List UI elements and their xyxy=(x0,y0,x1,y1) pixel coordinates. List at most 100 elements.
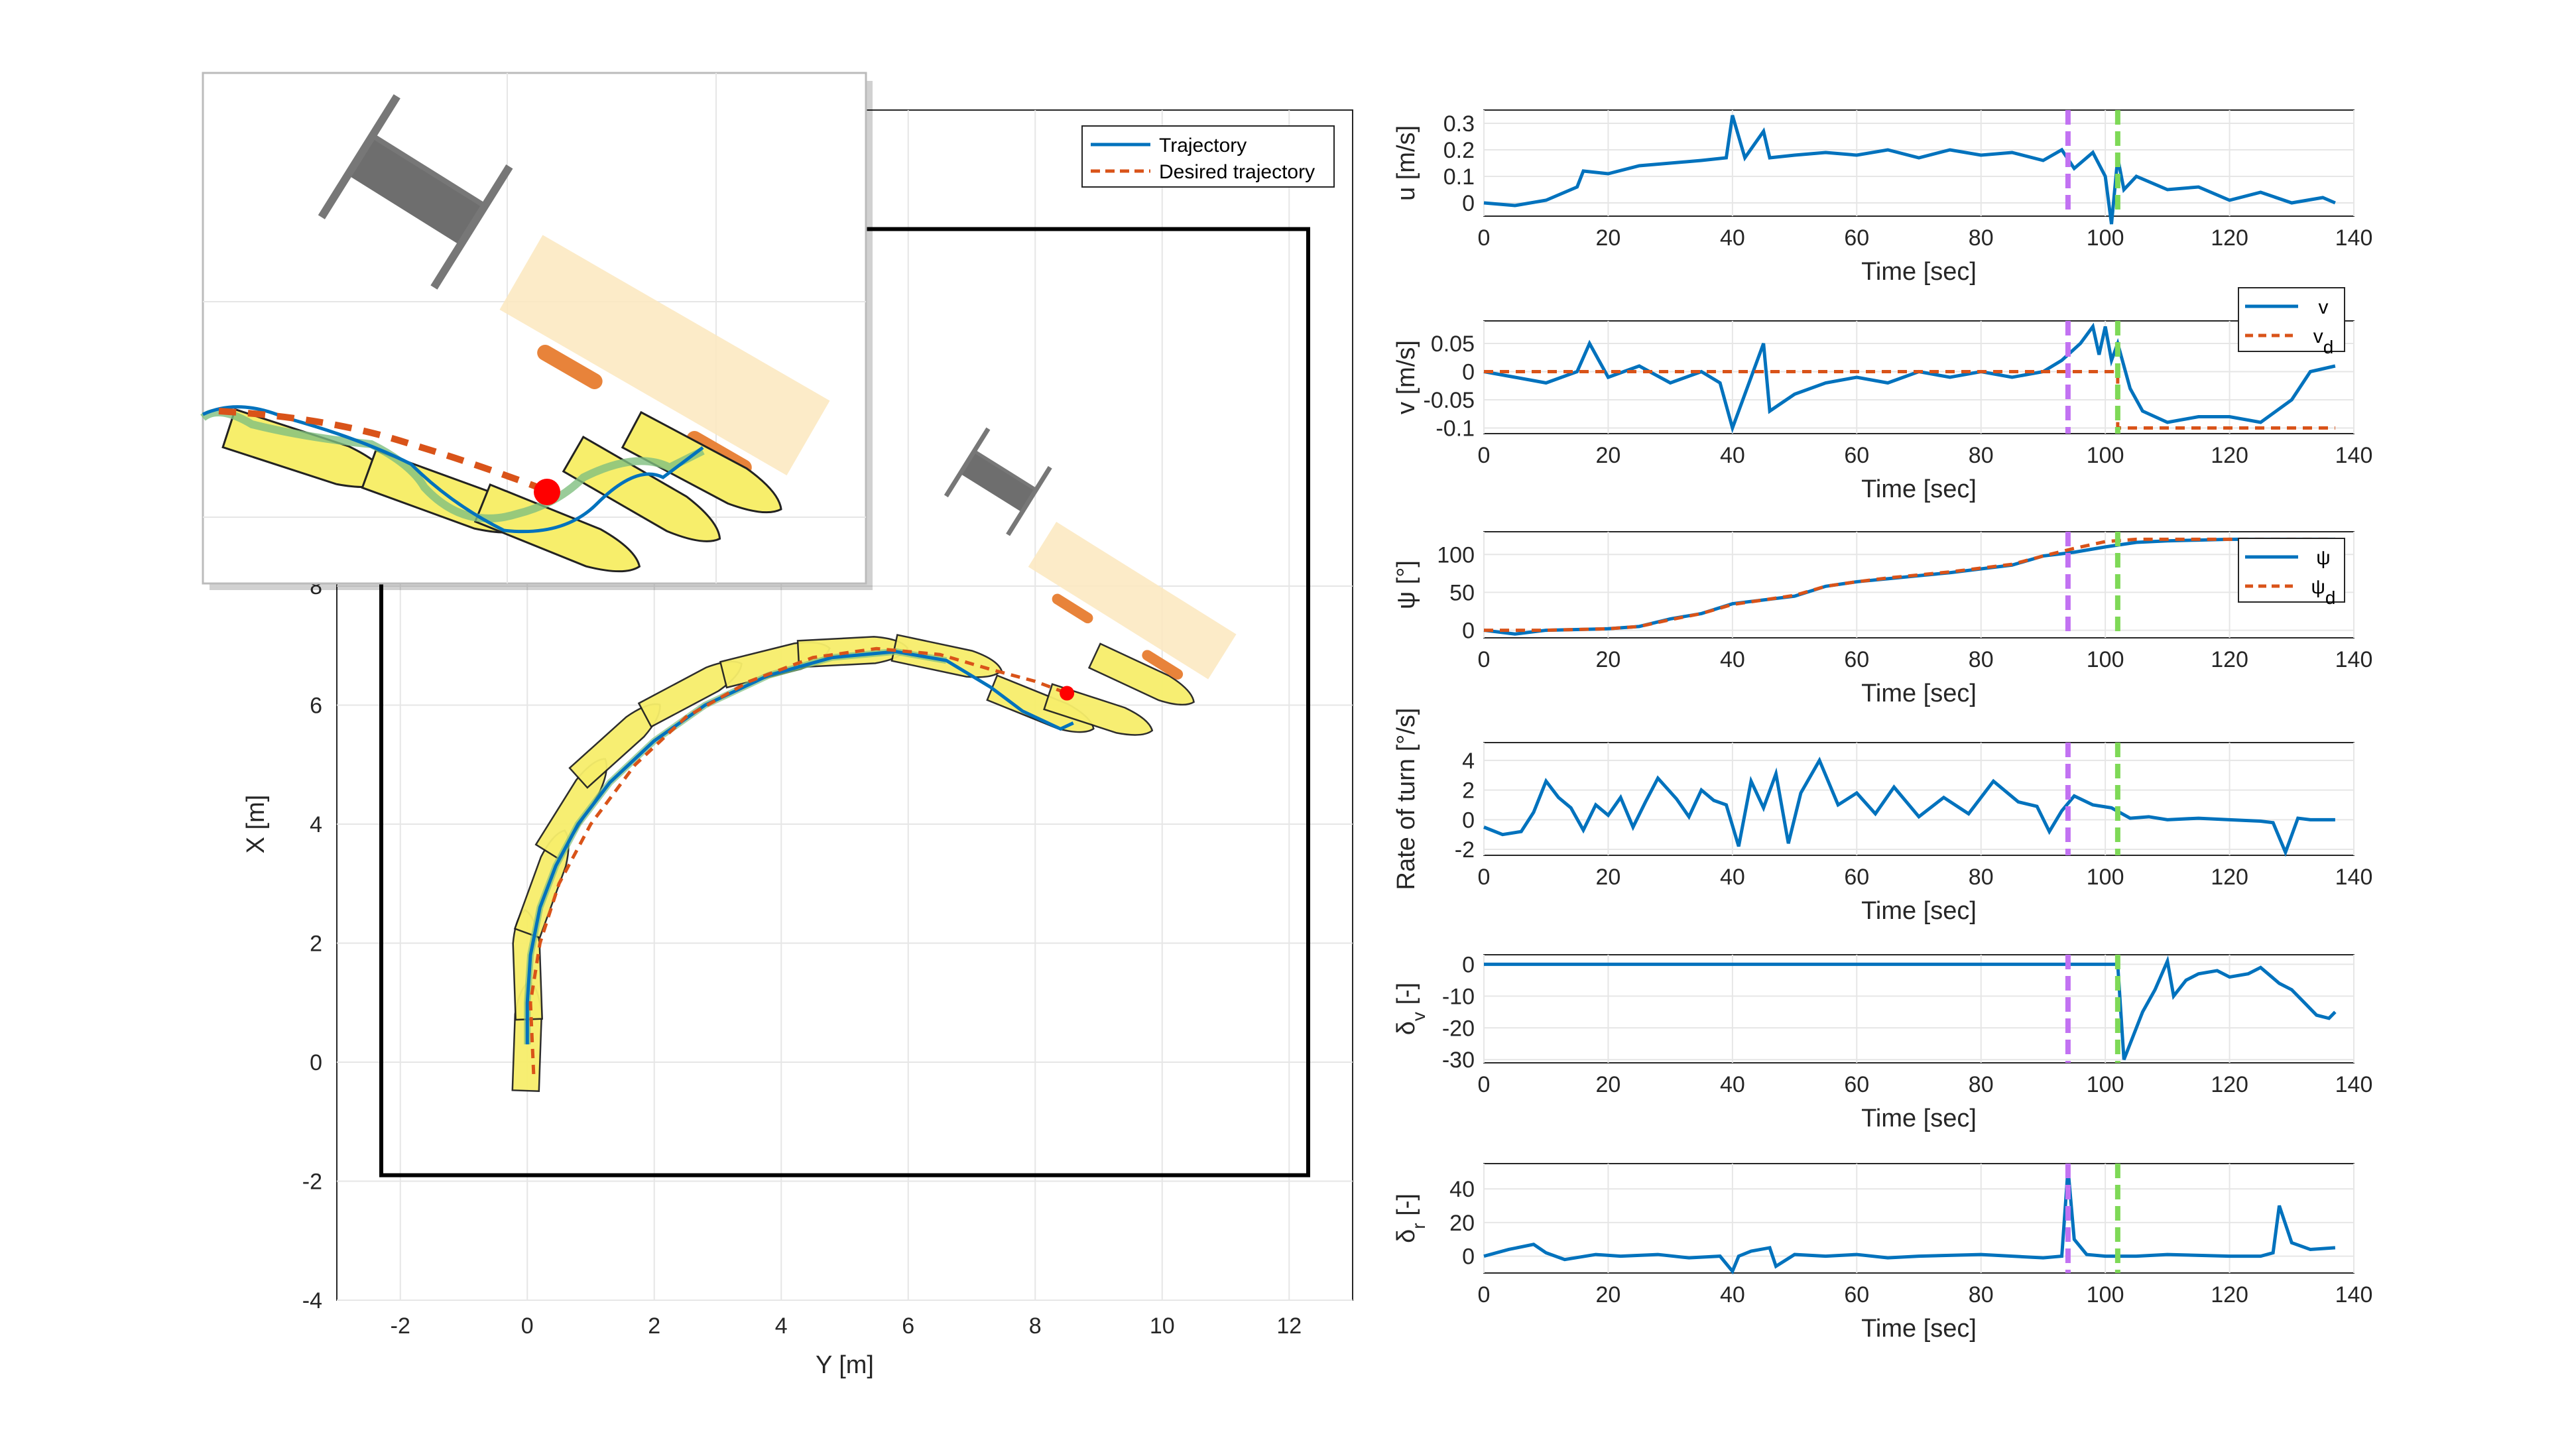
y-axis-label: δr [-] xyxy=(1392,1193,1429,1243)
x-axis-label: Time [sec] xyxy=(1861,1105,1977,1132)
x-tick-label: 20 xyxy=(1596,1072,1621,1097)
y-tick-label: 0 xyxy=(310,1050,322,1075)
y-tick-label: -0.1 xyxy=(1436,416,1475,442)
inset-target-point xyxy=(534,479,560,505)
y-axis-label: Rate of turn [°/s] xyxy=(1392,708,1420,890)
legend-label: v xyxy=(2319,296,2329,318)
x-tick-label: 10 xyxy=(1150,1313,1175,1339)
dock-post xyxy=(944,427,991,498)
y-tick-label: 6 xyxy=(310,694,322,719)
subplot-axes-box xyxy=(1483,531,2354,638)
legend-box xyxy=(2238,287,2345,352)
y-tick-label: 0 xyxy=(1462,952,1475,977)
y-tick-label: 0 xyxy=(1462,1244,1475,1270)
y-tick-label: -4 xyxy=(302,1288,322,1313)
y-tick-label: 4 xyxy=(1462,749,1475,774)
x-tick-label: 0 xyxy=(1478,1072,1491,1097)
subplot-2: 0 20 40 60 80 100 120 140 -0.1 -0.05 0 0.05 Time [se… xyxy=(1392,287,2372,503)
x-tick-label: 40 xyxy=(1720,1072,1745,1097)
dock-icon xyxy=(944,427,1052,536)
x-tick-label: 20 xyxy=(1596,443,1621,468)
x-tick-label: 60 xyxy=(1844,443,1869,468)
x-tick-label: 120 xyxy=(2211,647,2248,672)
x-tick-label: 80 xyxy=(1969,1282,1994,1307)
x-tick-label: 60 xyxy=(1844,865,1869,890)
inset-dock-icon xyxy=(318,94,513,290)
inset-dock-bar xyxy=(371,133,487,208)
x-tick-label: 80 xyxy=(1969,647,1994,672)
x-tick-label: 120 xyxy=(2211,443,2248,468)
x-tick-label: 20 xyxy=(1596,865,1621,890)
x-tick-label: 2 xyxy=(648,1313,660,1339)
x-tick-label: 4 xyxy=(775,1313,788,1339)
y-axis-label: u [m/s] xyxy=(1392,125,1420,201)
y-tick-label: 40 xyxy=(1449,1177,1475,1202)
y-tick-label: 0.1 xyxy=(1443,164,1475,190)
x-tick-label: 0 xyxy=(1478,1282,1491,1307)
target-point xyxy=(1060,686,1075,701)
x-tick-label: 100 xyxy=(2087,647,2124,672)
subplot-axes-box xyxy=(1483,742,2354,856)
inset-vessel-shape xyxy=(621,410,782,514)
y-axis-label: ψ [°] xyxy=(1392,560,1420,609)
series-line-v_d xyxy=(1484,370,2335,430)
x-axis-label: Time [sec] xyxy=(1861,258,1977,286)
y-tick-label: 4 xyxy=(310,812,322,837)
pier-area xyxy=(1028,522,1237,680)
x-tick-label: 40 xyxy=(1720,647,1745,672)
series-line-δ_r xyxy=(1483,1168,2336,1275)
inset-dock-post xyxy=(318,94,400,219)
y-tick-label: -2 xyxy=(1455,837,1475,863)
x-tick-label: 100 xyxy=(2087,443,2124,468)
inset-dock-post xyxy=(430,164,513,290)
y-tick-label: 0 xyxy=(1462,360,1475,385)
x-axis-label: Y [m] xyxy=(816,1351,874,1379)
y-tick-label: 2 xyxy=(310,932,322,957)
legend-box xyxy=(2238,538,2345,603)
y-tick-label: 0 xyxy=(1462,619,1475,644)
x-tick-label: 120 xyxy=(2211,225,2248,251)
x-tick-label: 6 xyxy=(902,1313,914,1339)
pier-icon xyxy=(1028,522,1237,680)
x-tick-label: 60 xyxy=(1844,1282,1869,1307)
subplot-6: 0 20 40 60 80 100 120 140 0 20 40 Time [sec] δr [-] xyxy=(1392,1163,2373,1343)
inset-dock-block xyxy=(347,135,485,245)
legend-label-trajectory: Trajectory xyxy=(1159,135,1247,156)
y-axis-label: δv [-] xyxy=(1392,983,1429,1035)
x-tick-label: 0 xyxy=(1478,647,1491,672)
y-tick-label: 0 xyxy=(1462,191,1475,216)
y-tick-label: -10 xyxy=(1442,984,1475,1009)
x-tick-label: 0 xyxy=(1478,225,1491,251)
inset-vessel-shape xyxy=(562,435,721,542)
legend-label-desired: Desired trajectory xyxy=(1159,161,1315,183)
x-tick-label: 100 xyxy=(2087,1072,2124,1097)
x-tick-label: -2 xyxy=(391,1313,410,1339)
legend-label: ψ xyxy=(2316,547,2330,569)
x-tick-label: 40 xyxy=(1720,865,1745,890)
x-tick-label: 0 xyxy=(1478,865,1491,890)
x-tick-label: 20 xyxy=(1596,1282,1621,1307)
y-tick-label: -20 xyxy=(1442,1016,1475,1041)
y-tick-label: -0.05 xyxy=(1424,388,1475,413)
x-tick-label: 140 xyxy=(2335,1282,2373,1307)
x-tick-label: 0 xyxy=(1478,443,1491,468)
x-tick-label: 100 xyxy=(2087,225,2124,251)
x-axis-label: Time [sec] xyxy=(1861,897,1977,925)
x-tick-label: 40 xyxy=(1720,443,1745,468)
series-line-δ_v xyxy=(1484,955,2337,1061)
y-tick-label: 100 xyxy=(1437,542,1475,568)
x-axis-label: Time [sec] xyxy=(1861,680,1977,707)
subplot-legend: v vd xyxy=(2238,287,2345,357)
y-tick-label: 0 xyxy=(1462,808,1475,833)
y-tick-label: 2 xyxy=(1462,778,1475,804)
x-tick-label: 60 xyxy=(1844,225,1869,251)
series-line-u xyxy=(1483,115,2336,225)
dock-block xyxy=(960,451,1036,513)
fender xyxy=(1142,650,1184,680)
legend-label: ψd xyxy=(2311,576,2336,608)
dock-bar xyxy=(973,450,1037,491)
inset-vessel-track xyxy=(200,408,705,522)
y-axis-label: X [m] xyxy=(242,795,270,854)
